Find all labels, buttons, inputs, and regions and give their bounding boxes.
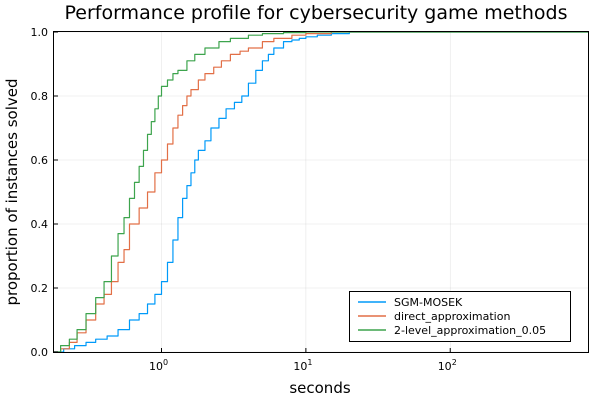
chart-title: Performance profile for cybersecurity ga… — [64, 2, 567, 24]
x-tick-label: 102 — [438, 358, 457, 373]
x-tick-exponent: 1 — [307, 358, 312, 367]
y-tick-label: 0.2 — [31, 282, 49, 295]
legend-label: SGM-MOSEK — [394, 296, 463, 309]
y-tick-label: 0.8 — [31, 90, 49, 103]
series-line-2-level-approximation-0-05 — [54, 31, 588, 353]
x-tick-label: 101 — [293, 358, 312, 373]
x-tick-base: 10 — [438, 360, 452, 373]
x-tick-base: 10 — [293, 360, 307, 373]
legend: SGM-MOSEKdirect_approximation2-level_app… — [349, 291, 571, 342]
x-tick-base: 10 — [149, 360, 163, 373]
y-tick-label: 1.0 — [31, 26, 49, 39]
legend-box — [349, 291, 571, 342]
series-line-sgm-mosek — [54, 31, 588, 353]
x-axis-label: seconds — [289, 379, 350, 397]
series-layer — [54, 31, 588, 353]
legend-label: 2-level_approximation_0.05 — [394, 324, 546, 337]
x-tick-exponent: 0 — [163, 358, 168, 367]
y-axis-label: proportion of instances solved — [3, 78, 21, 305]
legend-label: direct_approximation — [394, 310, 510, 323]
y-tick-label: 0.4 — [31, 218, 49, 231]
plot-frame — [53, 31, 589, 353]
x-tick-exponent: 2 — [452, 358, 457, 367]
y-tick-label: 0.6 — [31, 154, 49, 167]
x-tick-label: 100 — [149, 358, 168, 373]
y-tick-label: 0.0 — [31, 346, 49, 359]
series-line-direct-approximation — [54, 31, 588, 353]
